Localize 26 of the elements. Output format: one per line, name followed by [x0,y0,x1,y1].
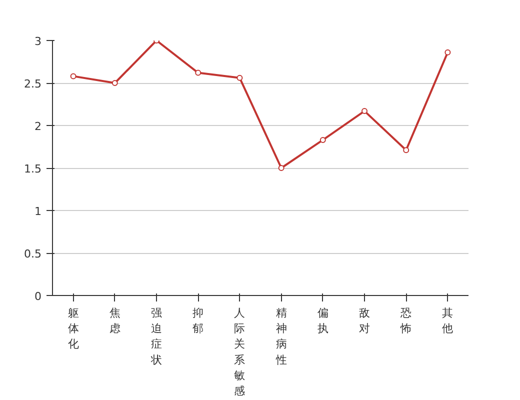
point [362,108,368,114]
x-tick-label: 抑郁 [192,306,204,336]
y-tick-label: 1.5 [24,162,42,176]
point [195,70,202,76]
x-tick-label: 精神病性 [274,306,287,366]
y-tick-label: 0 [34,290,42,303]
x-tick-label: 人际关系敏感 [234,306,246,398]
point [403,147,410,154]
x-tick-label: 恐怖 [400,306,412,336]
x-tick-label: 偏执 [317,306,328,336]
y-tick-label: 0.5 [24,248,42,260]
y-tick-label: 2 [34,120,42,133]
point [112,80,118,86]
x-tick-label: 其他 [442,306,454,336]
x-tick-label: 敌对 [359,306,370,336]
point [278,165,284,171]
point [444,49,451,56]
x-tick-label: 强迫症状 [150,306,162,366]
point [236,74,243,81]
y-tick-label: 2.5 [24,78,42,90]
y-tick-label: 1 [34,205,42,218]
point [320,136,326,143]
x-tick-label: 躯体化 [68,306,79,351]
point [70,73,76,80]
x-tick-label: 焦虑 [109,306,120,336]
y-tick-label: 3 [34,35,42,48]
